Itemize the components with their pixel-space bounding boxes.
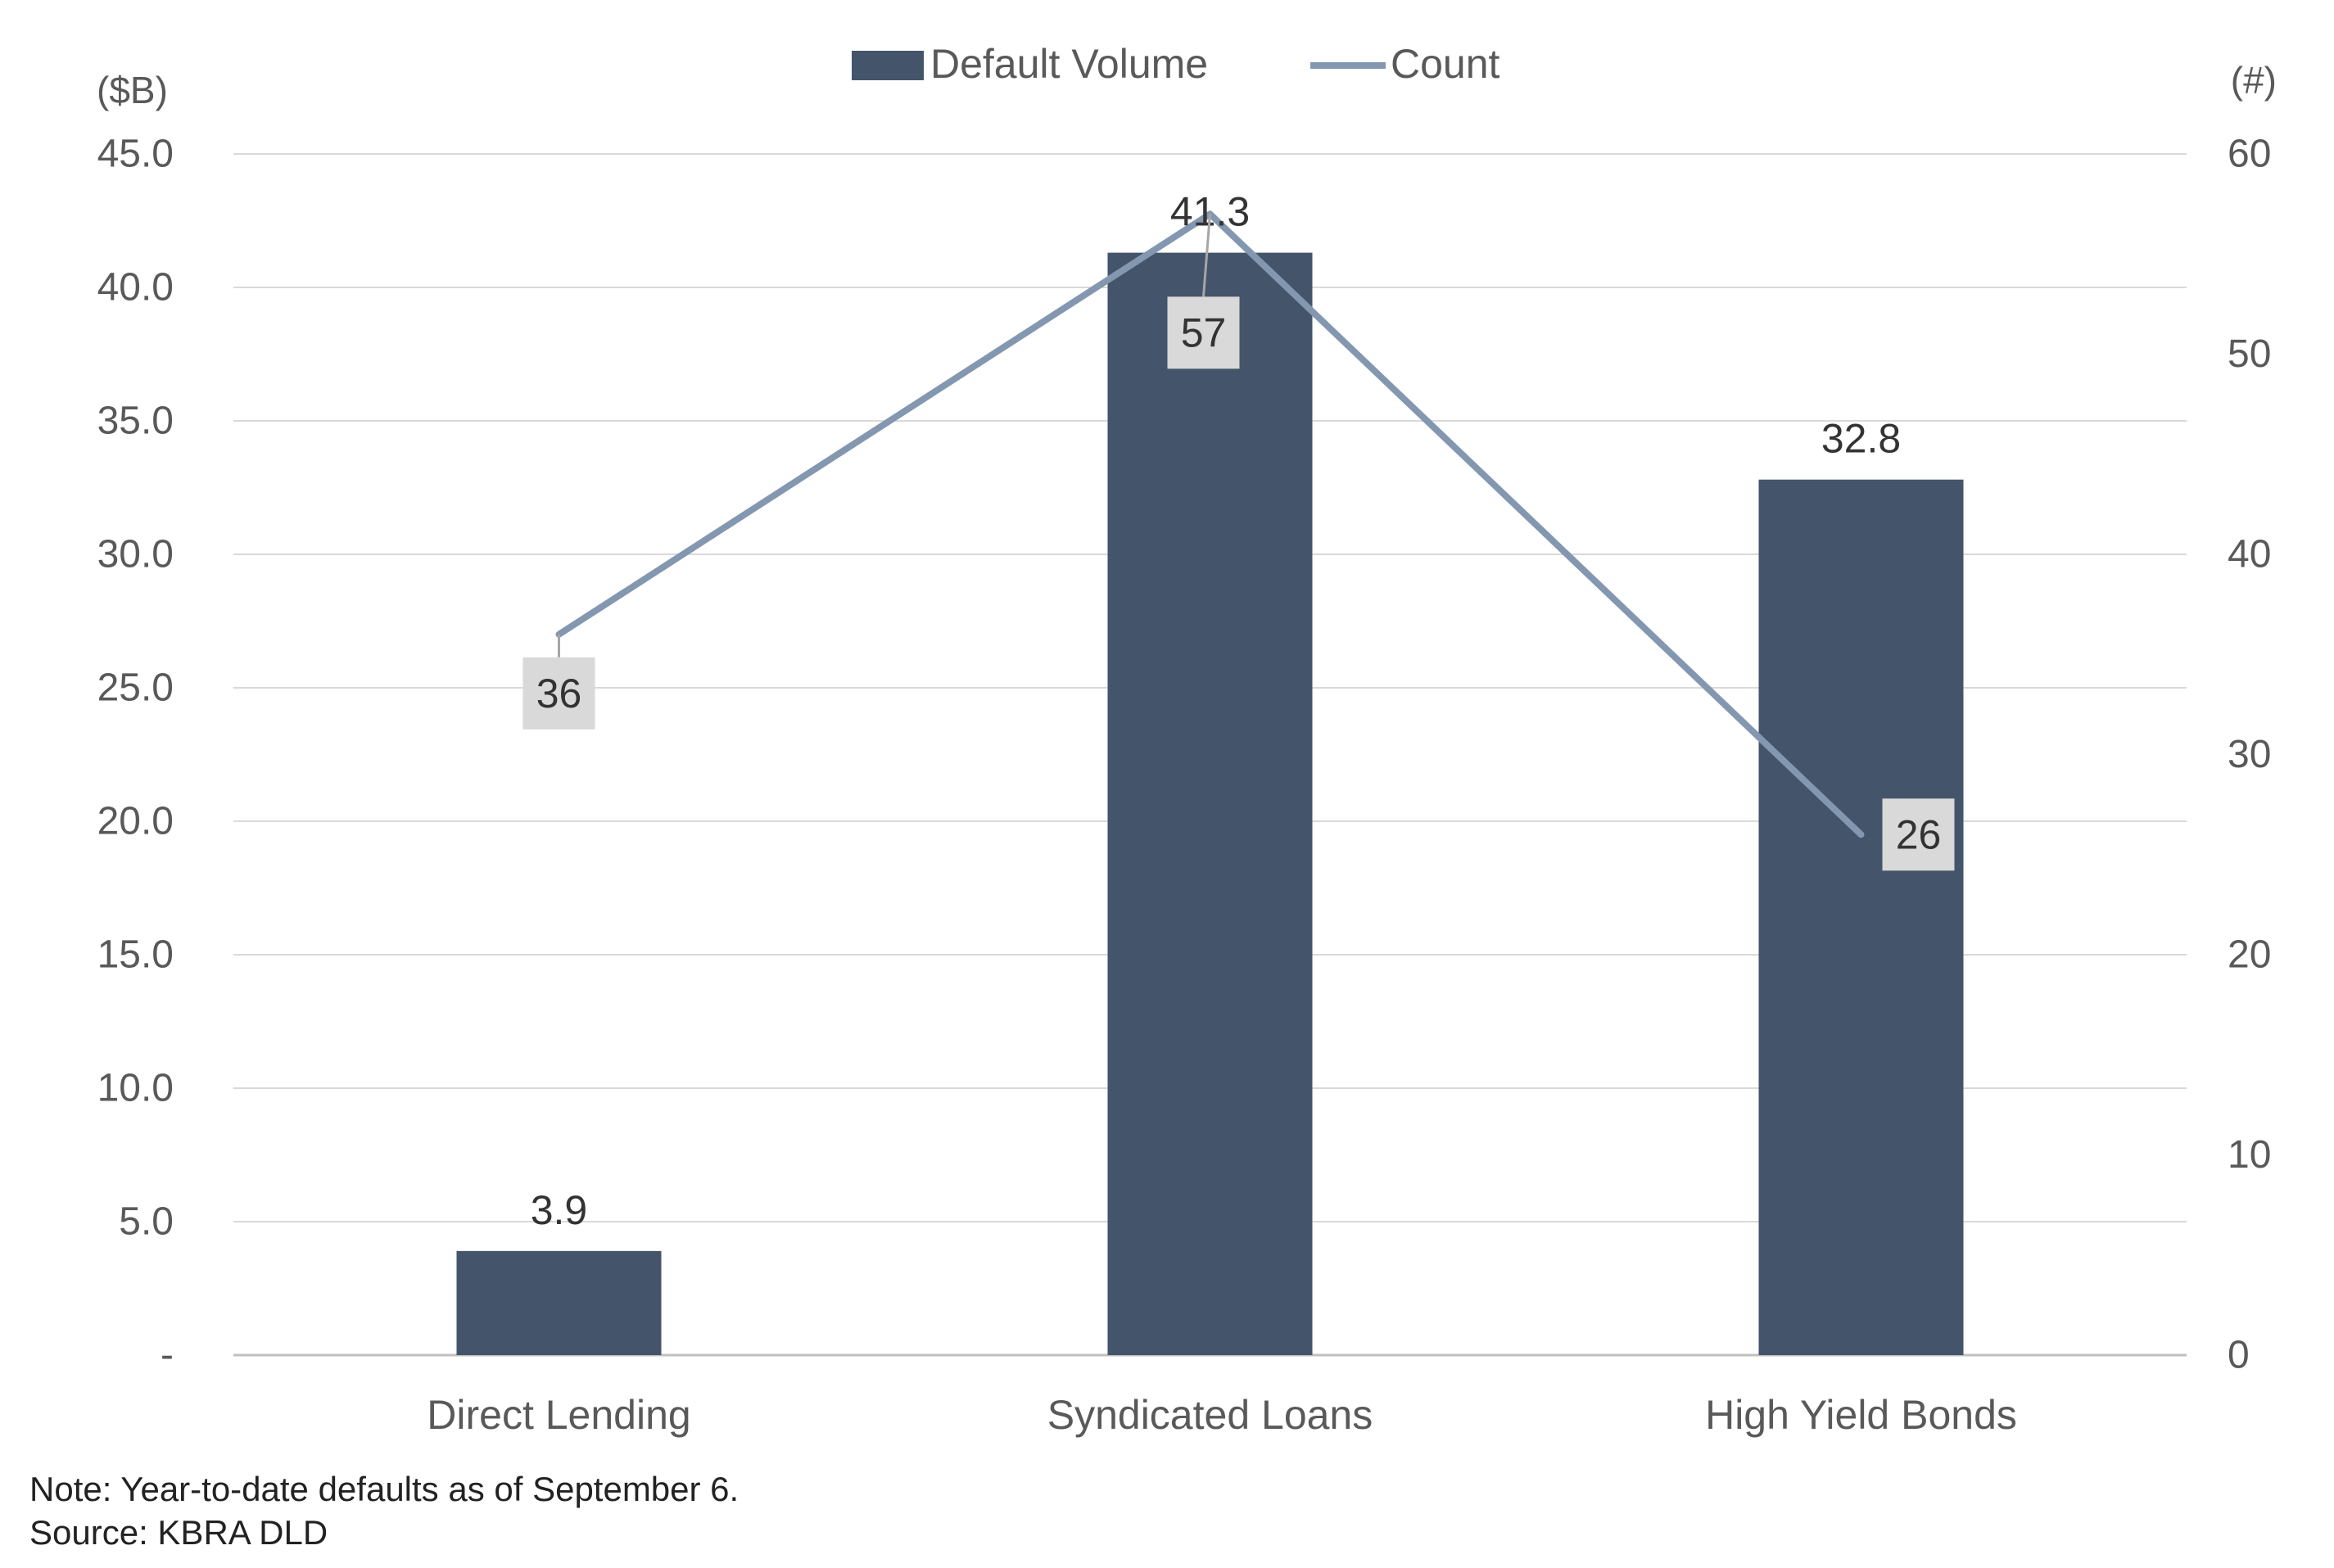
count-label-box xyxy=(1167,296,1240,369)
chart-source: Source: KBRA DLD xyxy=(29,1513,328,1552)
axes: - 5.0 10.0 15.0 20.0 25.0 30.0 35.0 40.0 45.0 0 10 2… xyxy=(97,59,2277,1438)
left-tick-label: 40.0 xyxy=(97,266,174,310)
left-tick-label: 15.0 xyxy=(97,933,174,977)
left-tick-label: 25.0 xyxy=(97,667,174,710)
left-tick-label: 45.0 xyxy=(97,133,174,176)
count-value-label: 57 xyxy=(1181,310,1227,355)
bar xyxy=(1107,252,1313,1355)
left-tick-label: 30.0 xyxy=(97,533,174,576)
right-tick-label: 50 xyxy=(2228,332,2271,376)
category-label: Direct Lending xyxy=(427,1392,690,1438)
bar xyxy=(1758,479,1964,1355)
category-label: Syndicated Loans xyxy=(1047,1392,1373,1438)
count-value-label: 36 xyxy=(536,671,582,716)
right-tick-label: 10 xyxy=(2228,1133,2271,1177)
legend-swatch-default-volume xyxy=(852,51,924,80)
right-tick-label: 40 xyxy=(2228,533,2271,576)
right-tick-label: 30 xyxy=(2228,733,2271,776)
bar-series xyxy=(456,252,1964,1355)
count-value-label: 26 xyxy=(1896,811,1942,857)
count-label-box xyxy=(1882,798,1955,871)
bar-value-label: 32.8 xyxy=(1821,416,1901,462)
left-tick-label: 35.0 xyxy=(97,400,174,443)
left-tick-label: - xyxy=(161,1334,174,1377)
left-axis-unit: ($B) xyxy=(97,69,168,111)
legend-label-default-volume: Default Volume xyxy=(930,41,1208,87)
right-tick-label: 20 xyxy=(2228,933,2271,977)
bar-value-label: 3.9 xyxy=(531,1187,588,1233)
category-label: High Yield Bonds xyxy=(1705,1392,2017,1438)
legend-label-count: Count xyxy=(1391,41,1500,87)
left-tick-label: 20.0 xyxy=(97,800,174,843)
count-label-box xyxy=(522,657,595,730)
left-tick-label: 5.0 xyxy=(119,1200,174,1244)
bar xyxy=(456,1250,662,1355)
legend: Default Volume Count xyxy=(852,41,1500,87)
chart-note: Note: Year-to-date defaults as of Septem… xyxy=(29,1470,740,1508)
right-tick-label: 0 xyxy=(2228,1334,2250,1377)
right-axis-unit: (#) xyxy=(2231,59,2277,102)
left-tick-label: 10.0 xyxy=(97,1067,174,1110)
leader-line xyxy=(1202,214,1211,297)
right-tick-label: 60 xyxy=(2228,133,2271,176)
